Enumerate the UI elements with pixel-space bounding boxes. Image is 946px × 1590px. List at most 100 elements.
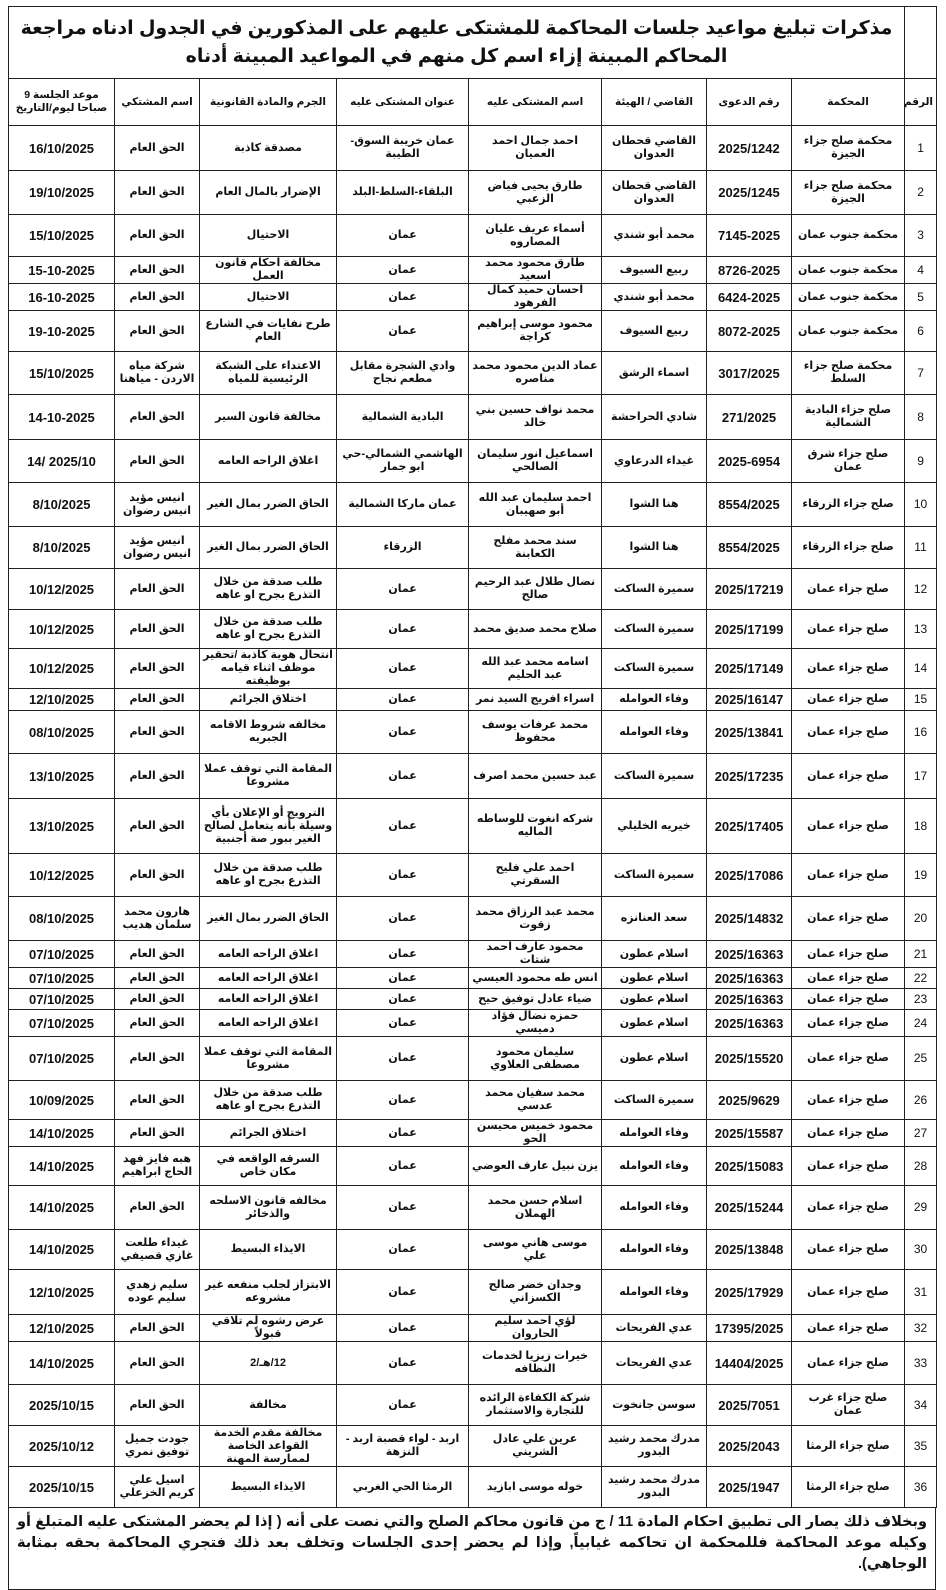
table-row: 24 صلح جزاء عمان 2025/16363 اسلام عطون حمزه … [7, 1009, 938, 1037]
defendant-address: عمان [336, 1269, 470, 1315]
defendant-name: نضال طلال عبد الرحيم صالح [468, 568, 603, 610]
table-row: 8 صلح جزاء البادية الشمالية 271/2025 شادي ا… [7, 394, 938, 440]
row-number: 14 [904, 648, 938, 689]
case-number: 8554/2025 [706, 526, 793, 569]
judge: سميرة الساكت [601, 753, 708, 799]
offense: اختلاق الجرائم [199, 1119, 338, 1147]
case-number: 2025/16363 [706, 940, 793, 968]
court: محكمة صلح جزاء السلط [791, 351, 906, 395]
plaintiff: الحق العام [114, 568, 201, 610]
title-row: مذكرات تبليغ مواعيد جلسات المحاكمة للمشت… [7, 6, 938, 79]
court: صلح جزاء عمان [791, 648, 906, 689]
defendant-name: احمد جمال احمد العميان [468, 125, 603, 171]
plaintiff: غيداء طلعت غازي قصيفي [114, 1229, 201, 1270]
defendant-name: انس طه محمود العيسي [468, 967, 603, 989]
judge: اسلام عطون [601, 967, 708, 989]
judge: وفاء العوامله [601, 1229, 708, 1270]
offense: 12/هـ/2 [199, 1341, 338, 1385]
table-row: 32 صلح جزاء عمان 17395/2025 عدي الفريحات لؤي… [7, 1314, 938, 1342]
plaintiff: الحق العام [114, 648, 201, 689]
offense: اغلاق الراحه العامه [199, 988, 338, 1010]
plaintiff: الحق العام [114, 439, 201, 483]
offense: طلب صدقة من خلال التذرع بجرح او عاهه [199, 609, 338, 649]
session-date: 07/10/2025 [7, 940, 116, 968]
case-number: 2025-6954 [706, 439, 793, 483]
case-number: 6424-2025 [706, 283, 793, 311]
court: محكمة صلح جزاء الجيزة [791, 170, 906, 215]
defendant-name: أسماء عريف عليان المصاروه [468, 214, 603, 257]
row-number: 4 [904, 256, 938, 284]
session-date: 07/10/2025 [7, 1009, 116, 1037]
offense: مخالفه قانون الاسلحه والذخائر [199, 1185, 338, 1230]
case-number: 2025/17405 [706, 798, 793, 854]
court: صلح جزاء عمان [791, 967, 906, 989]
offense: الاحتيال [199, 214, 338, 257]
table-row: 17 صلح جزاء عمان 2025/17235 سميرة الساكت عبد… [7, 753, 938, 799]
table-row: 13 صلح جزاء عمان 2025/17199 سميرة الساكت صلا… [7, 609, 938, 649]
case-number: 2025/1242 [706, 125, 793, 171]
row-number: 25 [904, 1036, 938, 1081]
defendant-name: محمود موسى إبراهيم كراجة [468, 310, 603, 352]
column-header: الجرم والمادة القانونية [199, 78, 338, 126]
court: صلح جزاء عمان [791, 710, 906, 754]
row-number: 34 [904, 1384, 938, 1426]
defendant-address: عمان [336, 568, 470, 610]
defendant-address: عمان [336, 310, 470, 352]
case-number: 2025/16147 [706, 688, 793, 711]
session-date: 12/10/2025 [7, 1269, 116, 1315]
row-number: 5 [904, 283, 938, 311]
offense: مخالفة احكام قانون العمل [199, 256, 338, 284]
plaintiff: اسيل علي كريم الخزعلي [114, 1466, 201, 1508]
table-row: 14 صلح جزاء عمان 2025/17149 سميرة الساكت اسا… [7, 648, 938, 689]
defendant-address: عمان [336, 1341, 470, 1385]
judge: اسلام عطون [601, 1036, 708, 1081]
judge: شادي الحراحشة [601, 394, 708, 440]
court: صلح جزاء عمان [791, 853, 906, 897]
table-row: 31 صلح جزاء عمان 2025/17929 وفاء العوامله وج… [7, 1269, 938, 1315]
court: صلح جزاء عمان [791, 1229, 906, 1270]
court: صلح جزاء عمان [791, 1009, 906, 1037]
defendant-name: اسراء افريج السيد نمر [468, 688, 603, 711]
table-row: 12 صلح جزاء عمان 2025/17219 سميرة الساكت نضا… [7, 568, 938, 610]
defendant-name: محمود عارف احمد شتات [468, 940, 603, 968]
session-date: 12/10/2025 [7, 1314, 116, 1342]
judge: اسلام عطون [601, 1009, 708, 1037]
plaintiff: الحق العام [114, 988, 201, 1010]
row-number: 8 [904, 394, 938, 440]
court: صلح جزاء غرب عمان [791, 1384, 906, 1426]
judge: محمد أبو شندي [601, 283, 708, 311]
row-number: 1 [904, 125, 938, 171]
table-row: 35 صلح جزاء الرمثا 2025/2043 مدرك محمد رشيد… [7, 1425, 938, 1467]
column-header: الرقم [904, 78, 938, 126]
defendant-address: وادي الشجرة مقابل مطعم نجاح [336, 351, 470, 395]
plaintiff: الحق العام [114, 940, 201, 968]
case-number: 2025/17235 [706, 753, 793, 799]
defendant-name: احسان حميد كمال الفرهود [468, 283, 603, 311]
table-row: 27 صلح جزاء عمان 2025/15587 وفاء العوامله مح… [7, 1119, 938, 1147]
session-date: 15/10/2025 [7, 214, 116, 257]
case-number: 2025/14832 [706, 896, 793, 941]
table-row: 4 محكمة جنوب عمان 8726-2025 ربيع السيوف طارق… [7, 256, 938, 284]
empty-cell [904, 6, 938, 79]
case-number: 2025/2043 [706, 1425, 793, 1467]
plaintiff: الحق العام [114, 1384, 201, 1426]
table-row: 25 صلح جزاء عمان 2025/15520 اسلام عطون سليما… [7, 1036, 938, 1081]
table-row: 23 صلح جزاء عمان 2025/16363 اسلام عطون ضياء … [7, 988, 938, 1010]
column-header: رقم الدعوى [706, 78, 793, 126]
session-date: 10/12/2025 [7, 648, 116, 689]
defendant-name: شركة الكفاءة الرائده للتجارة والاستثمار [468, 1384, 603, 1426]
plaintiff: الحق العام [114, 1080, 201, 1120]
case-number: 2025/15244 [706, 1185, 793, 1230]
offense: طلب صدقة من خلال التذرع بجرح او عاهه [199, 568, 338, 610]
offense: الحاق الضرر بمال الغير [199, 526, 338, 569]
column-header: موعد الجلسة 9 صباحا ليوم/التاريخ [7, 78, 116, 126]
judge: اسلام عطون [601, 988, 708, 1010]
case-number: 2025/1947 [706, 1466, 793, 1508]
case-number: 2025/16363 [706, 1009, 793, 1037]
plaintiff: الحق العام [114, 710, 201, 754]
defendant-address: عمان [336, 853, 470, 897]
defendant-name: لؤي احمد سليم الحاروان [468, 1314, 603, 1342]
row-number: 6 [904, 310, 938, 352]
row-number: 15 [904, 688, 938, 711]
